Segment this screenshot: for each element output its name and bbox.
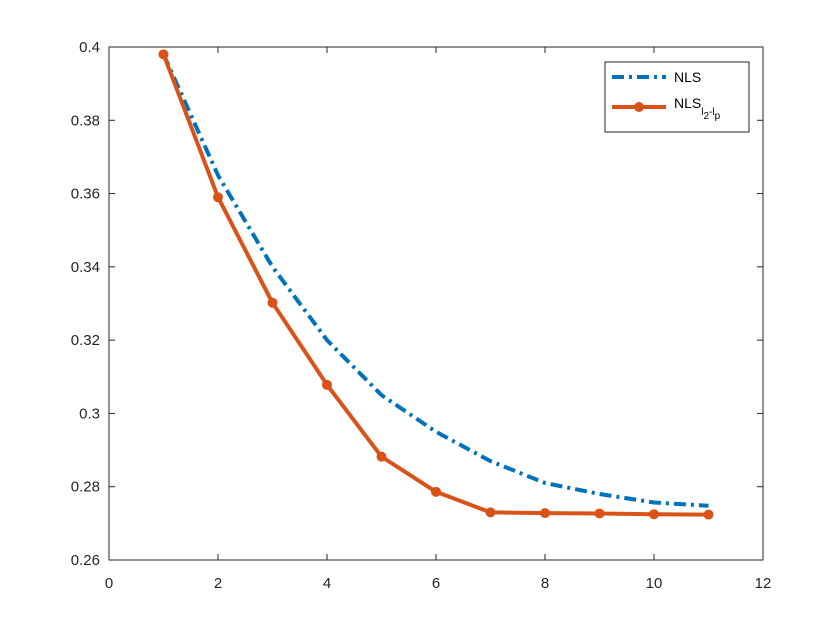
data-point — [158, 49, 169, 60]
data-point — [703, 509, 714, 520]
legend-box — [604, 61, 750, 133]
data-point — [594, 508, 605, 519]
data-point — [376, 451, 387, 462]
legend-label-sub3: l — [712, 107, 714, 118]
legend-label-sub1: l — [701, 107, 703, 118]
x-tick-label: 12 — [755, 575, 772, 592]
data-point — [485, 507, 496, 518]
legend-label-sep: - — [709, 107, 712, 118]
legend-label-main: NLS — [674, 95, 701, 111]
y-tick-label: 0.36 — [71, 186, 100, 203]
y-tick-label: 0.28 — [71, 479, 100, 496]
legend: NLS NLSl2-lp — [604, 61, 750, 133]
x-tick-label: 0 — [105, 575, 113, 592]
series-line-0 — [161, 53, 709, 508]
legend-label-sub2: 2 — [703, 111, 709, 122]
x-tick-label: 2 — [214, 575, 222, 592]
data-point — [540, 508, 550, 519]
y-tick-label: 0.32 — [71, 332, 100, 349]
y-tick-label: 0.34 — [71, 259, 100, 276]
data-point — [267, 297, 278, 308]
data-point — [649, 509, 659, 520]
series-layer — [158, 49, 714, 520]
data-point — [431, 486, 441, 497]
y-tick-label: 0.38 — [71, 112, 100, 129]
y-tick-label: 0.4 — [79, 39, 100, 56]
x-tick-label: 8 — [541, 575, 549, 592]
y-tick-label: 0.26 — [71, 552, 100, 569]
data-point — [213, 192, 223, 203]
legend-label-sub4: p — [715, 111, 721, 122]
legend-label-nls: NLS — [674, 69, 701, 85]
y-tick-label: 0.3 — [79, 405, 100, 422]
x-axis: 0 2 4 6 8 10 12 — [105, 47, 772, 592]
y-axis: 0.26 0.28 0.3 0.32 0.34 0.36 0.38 0.4 — [71, 39, 763, 569]
x-tick-label: 10 — [646, 575, 663, 592]
data-point — [322, 379, 332, 390]
x-tick-label: 4 — [323, 575, 331, 592]
legend-label-nls-l2-lp: NLSl2-lp — [674, 95, 721, 122]
x-tick-label: 6 — [432, 575, 440, 592]
legend-marker-nls-l2-lp — [634, 102, 644, 112]
